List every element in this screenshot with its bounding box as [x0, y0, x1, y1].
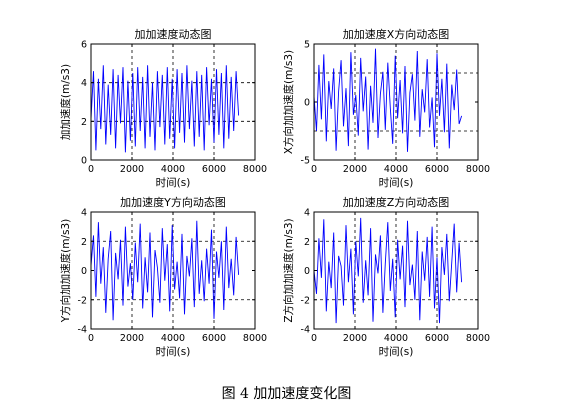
- y-axis-label: 加加速度(m/s3): [59, 64, 72, 140]
- y-tick-label: -2: [301, 295, 310, 306]
- y-tick-label: 2: [81, 237, 87, 248]
- figure-caption: 图 4 加加速度变化图: [221, 386, 352, 402]
- y-tick-label: 5: [304, 40, 310, 51]
- y-tick-label: 2: [304, 237, 310, 248]
- series-line: [90, 220, 240, 321]
- chart-panel-2: 0 2000 4000 6000 8000-505加加速度X方向动态图时间(s)X方向加…: [282, 27, 490, 189]
- x-tick-label: 6000: [202, 333, 226, 344]
- series-line: [313, 217, 463, 324]
- chart-title: 加加速度Z方向动态图: [343, 195, 450, 209]
- x-tick-label: 4000: [384, 333, 408, 344]
- x-tick-label: 8000: [466, 333, 490, 344]
- y-tick-label: -2: [78, 295, 87, 306]
- y-tick-label: 4: [304, 208, 310, 219]
- y-tick-label: -4: [301, 325, 310, 336]
- x-tick-label: 6000: [202, 164, 226, 175]
- x-tick-label: 0: [88, 164, 94, 175]
- y-tick-label: 4: [81, 208, 87, 219]
- x-axis-label: 时间(s): [379, 176, 414, 189]
- y-axis-label: X方向加加速度(m/s3): [282, 50, 295, 154]
- x-axis-label: 时间(s): [156, 176, 191, 189]
- x-tick-label: 2000: [343, 333, 367, 344]
- x-tick-label: 4000: [161, 333, 185, 344]
- y-axis-label: Z方向加加速度(m/s3): [282, 218, 295, 322]
- x-tick-label: 6000: [425, 333, 449, 344]
- y-tick-label: 0: [81, 266, 87, 277]
- x-tick-label: 2000: [120, 164, 144, 175]
- x-tick-label: 4000: [161, 164, 185, 175]
- x-axis-label: 时间(s): [156, 345, 191, 358]
- y-tick-label: -5: [301, 156, 310, 167]
- y-axis-label: Y方向加加速度(m/s3): [59, 219, 72, 324]
- x-tick-label: 4000: [384, 164, 408, 175]
- x-axis-label: 时间(s): [379, 345, 414, 358]
- x-tick-label: 0: [311, 333, 317, 344]
- x-tick-label: 0: [311, 164, 317, 175]
- x-tick-label: 8000: [243, 164, 267, 175]
- y-tick-label: 2: [81, 117, 87, 128]
- series-line: [313, 48, 463, 152]
- chart-title: 加加速度动态图: [135, 27, 212, 41]
- y-tick-label: 0: [304, 98, 310, 109]
- y-tick-label: 4: [81, 78, 87, 89]
- x-tick-label: 2000: [120, 333, 144, 344]
- x-tick-label: 8000: [466, 164, 490, 175]
- y-tick-label: 6: [81, 40, 87, 51]
- x-tick-label: 8000: [243, 333, 267, 344]
- chart-title: 加加速度Y方向动态图: [120, 195, 226, 209]
- y-tick-label: -4: [78, 325, 87, 336]
- series-line: [90, 65, 240, 153]
- y-tick-label: 0: [81, 156, 87, 167]
- x-tick-label: 6000: [425, 164, 449, 175]
- x-tick-label: 0: [88, 333, 94, 344]
- chart-title: 加加速度X方向动态图: [343, 27, 450, 41]
- y-tick-label: 0: [304, 266, 310, 277]
- x-tick-label: 2000: [343, 164, 367, 175]
